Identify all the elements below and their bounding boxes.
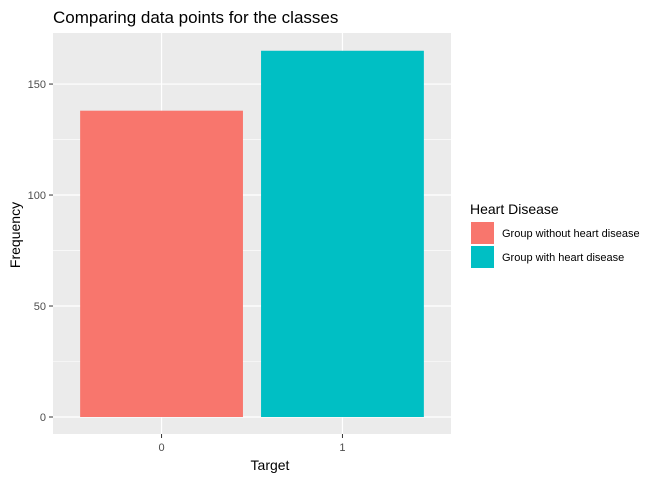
legend-swatch [471,222,494,244]
y-axis-title: Frequency [7,202,23,268]
y-tick-label: 50 [34,301,46,313]
x-tick-label: 0 [158,442,164,454]
bar-0 [80,110,243,417]
bars [80,50,424,417]
y-tick-label: 0 [40,412,46,424]
y-tick-label: 100 [28,190,46,202]
legend-swatch [471,246,494,268]
plot-panel [53,33,451,434]
y-tick-label: 150 [28,79,46,91]
x-axis-title: Target [251,457,290,473]
legend: Heart Disease Group without heart diseas… [470,201,640,268]
legend-label: Group with heart disease [502,252,624,264]
legend-entries: Group without heart disease Group with he… [471,222,640,268]
y-axis: 0 50 100 150 [28,79,53,424]
legend-title: Heart Disease [470,201,559,217]
bar-1 [261,50,424,417]
x-tick-label: 1 [339,442,345,454]
chart-title: Comparing data points for the classes [53,8,338,27]
legend-label: Group without heart disease [502,228,640,240]
